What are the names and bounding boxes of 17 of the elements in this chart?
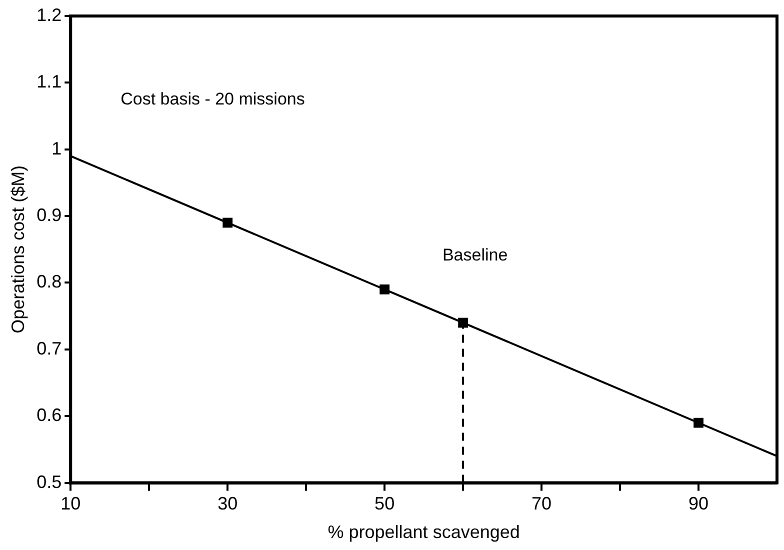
y-tick-label: 0.8 (36, 272, 62, 292)
y-axis-title: Operations cost ($M) (8, 165, 28, 334)
y-tick-label: 1.1 (36, 72, 62, 92)
y-tick-label: 1 (52, 138, 62, 158)
x-tick-label: 70 (532, 494, 552, 514)
y-tick-label: 1.2 (36, 4, 62, 25)
y-tick-label: 0.9 (36, 205, 62, 226)
y-tick-label: 0.5 (36, 472, 62, 492)
y-tick-label: 0.6 (36, 405, 62, 426)
x-tick-label: 50 (374, 494, 395, 514)
annotation: Cost basis - 20 missions (120, 90, 305, 109)
x-axis-title: % propellant scavenged (328, 522, 520, 542)
ref-line-label: Baseline (442, 245, 508, 264)
y-tick-label: 0.7 (36, 338, 62, 358)
x-tick-label: 30 (218, 494, 238, 514)
x-tick-label: 10 (60, 494, 81, 514)
x-tick-label: 90 (688, 494, 709, 514)
